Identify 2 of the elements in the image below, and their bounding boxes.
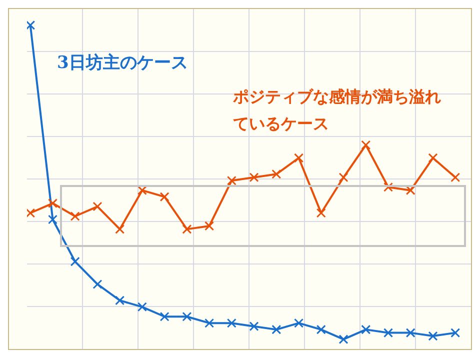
series-label: 3日坊主のケース [57,52,188,74]
series-label: ポジティブな感情が満ち溢れているケース [233,86,442,135]
